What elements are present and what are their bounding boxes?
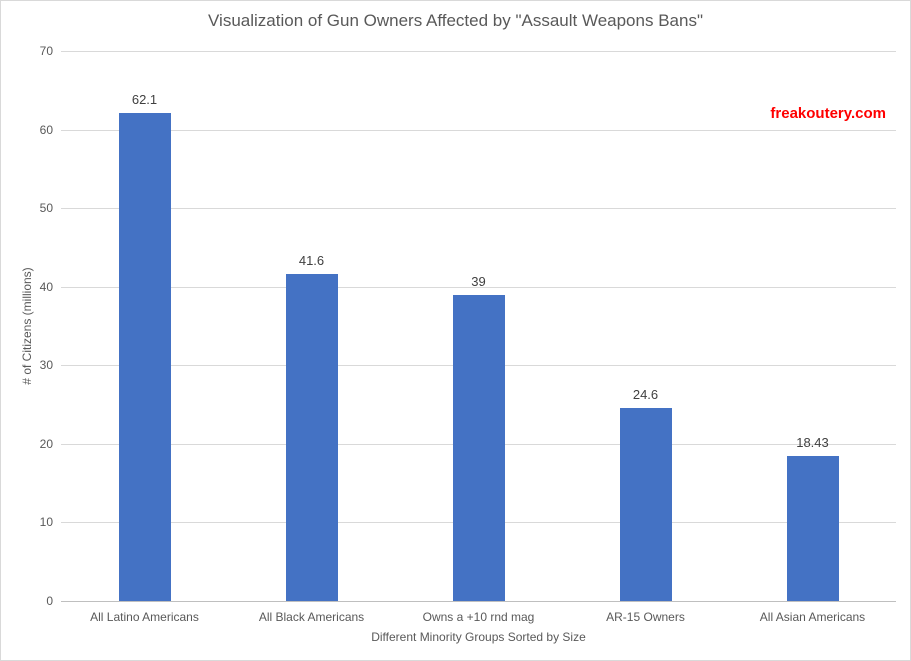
bar-value-label: 18.43 [796,435,829,451]
y-tick-label: 70 [39,44,53,58]
y-tick-label: 40 [39,279,53,294]
chart-title: Visualization of Gun Owners Affected by … [208,11,703,30]
bar-value-label: 24.6 [632,386,659,402]
bar [118,113,171,601]
category-label: AR-15 Owners [606,610,685,624]
category-label: All Latino Americans [90,610,199,624]
category-label: Owns a +10 rnd mag [422,610,535,624]
bar [786,456,839,601]
bar-value-label: 62.1 [131,92,158,108]
x-axis-title: Different Minority Groups Sorted by Size [371,630,586,644]
x-axis-line [61,601,896,602]
y-tick-label: 0 [46,594,53,608]
category-label: All Black Americans [258,610,365,624]
gridline [61,129,896,131]
bar-value-label: 39 [471,273,486,289]
gridline [61,208,896,210]
bar-value-label: 41.6 [298,253,325,269]
y-tick-label: 30 [39,358,53,373]
y-tick-label: 20 [39,436,53,451]
category-label: All Asian Americans [759,610,866,624]
y-tick-label: 60 [39,122,53,137]
bar [285,274,338,601]
gridline [61,286,896,288]
gridline [61,51,896,52]
bar [619,407,672,601]
y-tick-label: 10 [39,515,53,530]
bar [452,294,505,601]
branding-watermark: freakoutery.com [770,105,886,122]
y-tick-label: 50 [39,201,53,216]
